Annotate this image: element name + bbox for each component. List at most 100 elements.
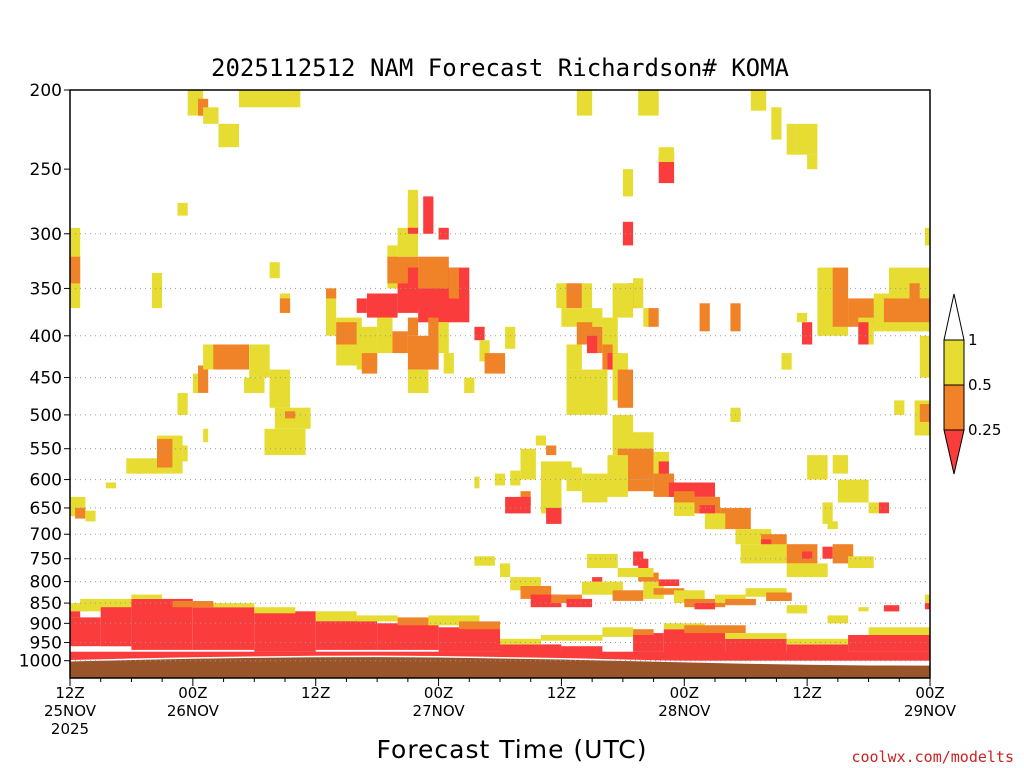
ri-cell-lt-0p25 (663, 629, 726, 654)
ri-cell-lt-0p25 (566, 598, 593, 608)
ri-cell-0p5-1 (177, 202, 188, 216)
ri-cell-0p25-0p5 (448, 267, 459, 299)
ri-cell-0p25-0p5 (684, 598, 726, 608)
ri-cell-lt-0p25 (802, 322, 813, 345)
ri-cell-0p25-0p5 (628, 479, 654, 492)
ri-cell-0p25-0p5 (484, 353, 506, 374)
ri-cell-0p5-1 (192, 373, 198, 393)
ri-cell-0p5-1 (576, 90, 593, 116)
ri-cell-lt-0p25 (658, 579, 680, 586)
ri-cell-lt-0p25 (802, 551, 813, 559)
ri-cell-0p5-1 (807, 455, 828, 480)
ri-cell-lt-0p25 (438, 227, 449, 240)
y-axis: 200 250 300 350 400 450 500 550 600 650 700 750 8008… (19, 81, 70, 672)
ri-cell-0p5-1 (786, 638, 869, 645)
y-tick-label: 900 (30, 614, 62, 634)
ri-cell-lt-0p25 (858, 322, 869, 345)
ri-cell-0p25-0p5 (459, 621, 500, 630)
y-tick-label: 500 (30, 406, 62, 426)
ri-cell-0p5-1 (407, 189, 419, 228)
ri-cell-0p25-0p5 (617, 369, 634, 408)
x-tick-label: 00Z (424, 684, 453, 702)
ri-cell-0p5-1 (924, 594, 930, 603)
ri-cell-lt-0p25 (561, 646, 603, 656)
ri-cell-0p5-1 (474, 476, 480, 489)
ri-cell-0p25-0p5 (392, 331, 408, 354)
ri-cell-0p5-1 (177, 393, 188, 415)
ri-cell-0p5-1 (535, 435, 546, 446)
ri-cell-lt-0p25 (474, 326, 485, 341)
y-tick-label: 200 (30, 81, 62, 101)
ri-cell-lt-0p25 (366, 293, 398, 318)
x-tick-label: 00Z (915, 684, 944, 702)
ri-cell-lt-0p25 (70, 651, 930, 661)
ri-cell-0p5-1 (218, 123, 239, 148)
ri-cell-0p5-1 (541, 461, 572, 480)
ri-cell-0p5-1 (510, 470, 521, 486)
ri-cell-0p5-1 (771, 107, 782, 140)
ri-cell-0p5-1 (837, 479, 869, 503)
ri-cell-lt-0p25 (438, 627, 500, 652)
ri-cell-0p5-1 (407, 369, 429, 393)
ri-cell-lt-0p25 (725, 638, 787, 654)
ri-cell-lt-0p25 (638, 558, 649, 578)
ri-cell-0p5-1 (464, 377, 475, 393)
colorbar-legend: 1 0.5 0.25 (943, 293, 1001, 475)
ri-cell-0p25-0p5 (725, 598, 756, 606)
ri-cell-0p5-1 (326, 288, 337, 336)
x-tick-label: 27NOV (413, 702, 466, 720)
ri-cell-0p5-1 (924, 227, 930, 246)
ri-cell-0p5-1 (607, 455, 628, 497)
ri-cell-0p5-1 (356, 615, 398, 622)
ri-cell-lt-0p25 (505, 496, 531, 514)
ri-cell-0p25-0p5 (832, 544, 854, 564)
ri-cell-0p5-1 (638, 90, 659, 116)
ri-cell-0p25-0p5 (70, 256, 81, 284)
ri-cell-lt-0p25 (131, 598, 193, 650)
x-axis-title: Forecast Time (UTC) (377, 735, 648, 764)
ri-cell-0p25-0p5 (407, 317, 419, 336)
legend-bin-0p5-1 (943, 339, 965, 386)
ri-cell-lt-0p25 (192, 607, 255, 650)
ri-cell-lt-0p25 (70, 617, 101, 647)
x-tick-label: 28NOV (658, 702, 711, 720)
ri-cell-0p5-1 (674, 502, 695, 516)
ri-cell-0p25-0p5 (633, 629, 654, 635)
ri-cell-lt-0p25 (100, 605, 132, 647)
y-tick-label: 650 (30, 499, 62, 519)
plot-area (69, 89, 931, 679)
ri-cell-0p5-1 (868, 502, 879, 514)
ri-cell-0p5-1 (796, 312, 808, 323)
ri-cell-0p5-1 (822, 502, 833, 524)
y-tick-label: 850 (30, 594, 62, 614)
ri-cell-0p5-1 (566, 344, 582, 370)
x-tick-label: 00Z (670, 684, 699, 702)
ri-cell-lt-0p25 (658, 461, 669, 480)
ri-cell-0p5-1 (889, 267, 910, 299)
ri-cell-0p5-1 (796, 123, 818, 155)
ri-cell-0p5-1 (541, 635, 603, 641)
ri-cell-lt-0p25 (878, 502, 889, 514)
ri-cell-0p5-1 (561, 308, 603, 327)
legend-bin-0p25-0p5 (943, 384, 965, 431)
ri-cell-0p5-1 (750, 90, 767, 111)
ri-cell-lt-0p25 (694, 603, 715, 610)
ri-cell-0p25-0p5 (326, 288, 337, 299)
ri-cell-lt-0p25 (356, 298, 367, 313)
y-tick-label: 600 (30, 471, 62, 491)
ri-cell-0p25-0p5 (213, 344, 250, 370)
ri-cell-0p25-0p5 (883, 298, 930, 323)
ri-cell-0p5-1 (520, 448, 536, 480)
ri-cell-0p5-1 (602, 627, 634, 637)
ri-cell-0p25-0p5 (612, 590, 644, 601)
y-tick-label: 350 (30, 279, 62, 299)
x-tick-label: 26NOV (167, 702, 220, 720)
ri-cell-0p25-0p5 (75, 507, 86, 519)
ri-cell-0p5-1 (704, 513, 726, 530)
ri-cell-0p5-1 (500, 638, 541, 645)
ri-cell-0p5-1 (786, 563, 828, 578)
ri-cell-0p5-1 (249, 344, 270, 378)
y-tick-label: 750 (30, 550, 62, 570)
ri-cell-0p5-1 (622, 169, 634, 197)
